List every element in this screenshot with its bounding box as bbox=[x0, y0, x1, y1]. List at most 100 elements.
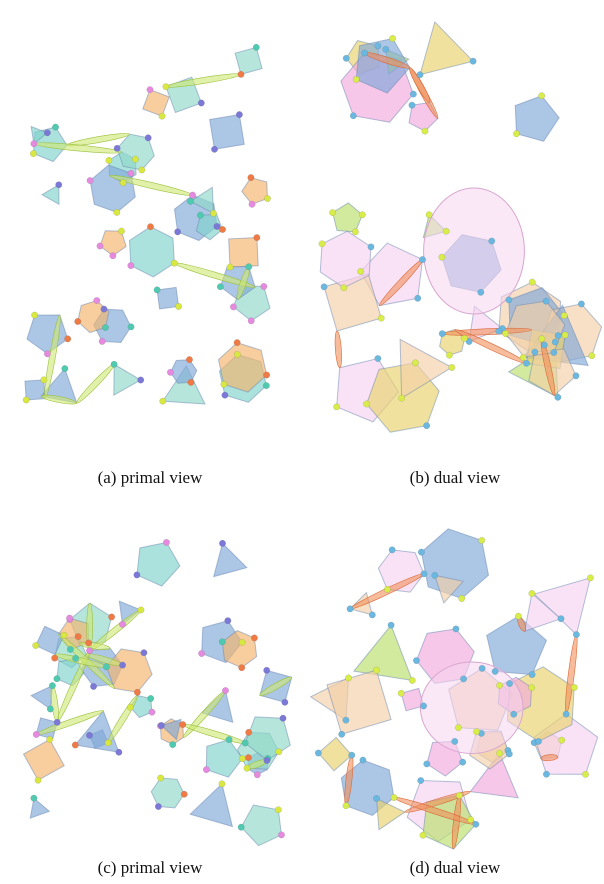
vertex bbox=[241, 739, 249, 747]
vertex bbox=[488, 237, 496, 245]
vertex bbox=[252, 43, 260, 51]
vertex bbox=[346, 605, 354, 613]
vertex bbox=[514, 612, 522, 620]
vertex bbox=[174, 228, 182, 236]
face bbox=[355, 37, 411, 94]
vertex bbox=[245, 728, 253, 736]
vertex bbox=[119, 661, 127, 669]
vertex bbox=[85, 639, 93, 647]
face bbox=[160, 718, 182, 741]
face bbox=[22, 738, 65, 781]
vertex bbox=[175, 302, 183, 310]
vertex bbox=[46, 736, 54, 743]
caption: (b) dual view bbox=[410, 468, 501, 487]
vertex bbox=[363, 400, 371, 408]
vertex bbox=[264, 195, 271, 202]
vertex bbox=[46, 705, 54, 713]
face bbox=[41, 183, 60, 206]
vertex bbox=[218, 638, 226, 646]
vertex bbox=[224, 617, 232, 625]
vertex bbox=[495, 327, 503, 335]
vertex bbox=[32, 730, 40, 738]
face bbox=[514, 95, 560, 142]
vertex bbox=[423, 760, 431, 768]
vertex bbox=[219, 226, 226, 233]
vertex bbox=[531, 348, 539, 356]
vertex bbox=[279, 714, 287, 722]
face bbox=[317, 736, 353, 772]
vertex bbox=[367, 243, 375, 251]
vertex bbox=[421, 127, 429, 135]
vertex bbox=[60, 631, 68, 639]
vertex bbox=[458, 595, 466, 602]
vertex bbox=[119, 179, 127, 187]
vertex bbox=[180, 790, 188, 798]
face bbox=[326, 669, 392, 735]
vertex bbox=[115, 748, 123, 756]
vertex bbox=[148, 708, 156, 716]
vertex bbox=[108, 613, 116, 621]
vertex bbox=[340, 284, 348, 292]
vertex bbox=[570, 683, 578, 691]
vertex bbox=[220, 380, 228, 388]
vertex bbox=[66, 645, 74, 653]
vertex bbox=[86, 731, 93, 739]
vertex bbox=[419, 831, 427, 839]
vertex bbox=[40, 376, 48, 384]
face bbox=[240, 804, 283, 847]
vertex bbox=[550, 349, 558, 356]
vertex bbox=[30, 794, 38, 802]
vertex bbox=[510, 710, 518, 718]
vertex bbox=[554, 393, 562, 401]
vertex bbox=[506, 680, 514, 687]
vertex bbox=[31, 311, 39, 319]
vertex bbox=[211, 145, 218, 153]
vertex bbox=[113, 144, 121, 152]
vertex bbox=[263, 371, 271, 379]
vertex bbox=[247, 317, 255, 325]
vertex bbox=[221, 391, 229, 399]
edge bbox=[334, 330, 342, 369]
vertex bbox=[198, 650, 206, 657]
vertex bbox=[345, 674, 352, 682]
vertex bbox=[417, 548, 425, 556]
vertex bbox=[186, 197, 194, 205]
vertex bbox=[358, 211, 366, 219]
vertex bbox=[528, 278, 536, 286]
vertex bbox=[420, 702, 428, 710]
vertex bbox=[158, 112, 166, 120]
face bbox=[189, 782, 234, 828]
vertex bbox=[110, 360, 118, 368]
vertex bbox=[157, 774, 165, 782]
vertex bbox=[237, 823, 245, 831]
vertex bbox=[102, 663, 110, 671]
vertex bbox=[32, 642, 40, 649]
caption: (c) primal view bbox=[98, 858, 204, 877]
vertex bbox=[137, 606, 145, 614]
vertex bbox=[52, 123, 59, 131]
vertex bbox=[219, 539, 226, 547]
vertex bbox=[263, 757, 271, 764]
vertex bbox=[477, 288, 485, 296]
face bbox=[360, 242, 424, 307]
vertex bbox=[377, 314, 385, 322]
vertex bbox=[523, 359, 530, 367]
vertex bbox=[465, 338, 473, 345]
face bbox=[523, 592, 562, 633]
vertex bbox=[146, 86, 154, 94]
vertex bbox=[389, 35, 397, 42]
vertex bbox=[213, 222, 221, 230]
edge bbox=[76, 363, 115, 404]
edge bbox=[107, 695, 138, 744]
edge bbox=[182, 723, 246, 744]
vertex bbox=[572, 631, 580, 639]
vertex bbox=[238, 755, 246, 763]
vertex bbox=[348, 751, 356, 759]
vertex bbox=[357, 268, 365, 275]
face bbox=[113, 363, 142, 397]
face bbox=[142, 89, 170, 117]
vertex bbox=[167, 368, 174, 376]
vertex bbox=[314, 749, 322, 757]
vertex bbox=[93, 297, 101, 304]
vertex bbox=[170, 259, 178, 267]
